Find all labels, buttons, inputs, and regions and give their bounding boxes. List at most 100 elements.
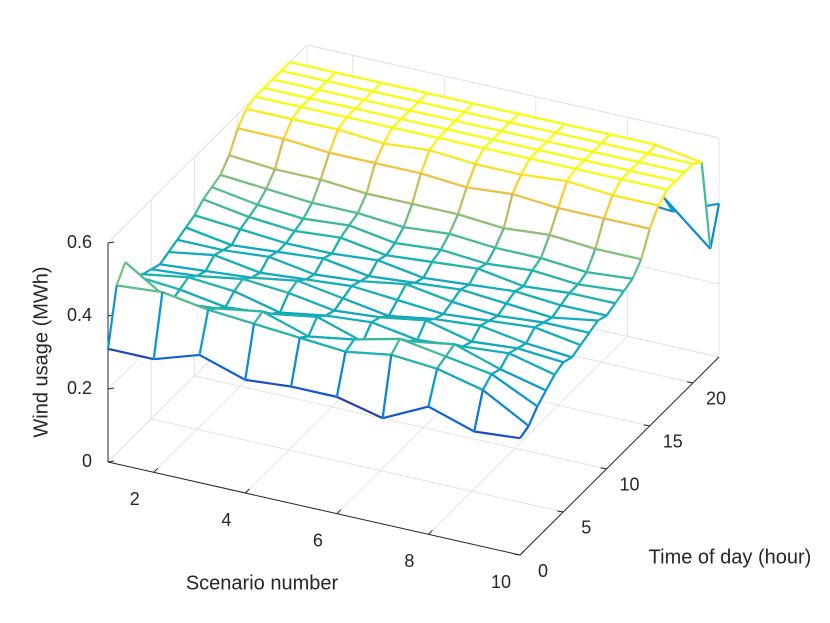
mesh-edge xyxy=(416,319,427,341)
mesh-edge xyxy=(204,254,216,272)
mesh-edge xyxy=(194,214,241,231)
mesh-edge xyxy=(569,291,616,305)
mesh-edge xyxy=(257,203,304,220)
mesh-edge xyxy=(196,274,243,281)
mesh-edge xyxy=(621,178,668,191)
mesh-edge xyxy=(371,321,418,341)
mesh-edge xyxy=(239,228,287,245)
mesh-edge xyxy=(508,352,556,376)
mesh-edge xyxy=(402,203,414,228)
mesh-edge xyxy=(265,187,313,204)
mesh-edge xyxy=(609,133,657,146)
mesh-edge xyxy=(294,229,341,239)
mesh-edge xyxy=(585,248,597,273)
mesh-edge xyxy=(348,212,359,227)
mesh-edge xyxy=(503,227,550,237)
mesh-face xyxy=(168,239,223,256)
mesh-edge xyxy=(300,105,347,119)
mesh-edge xyxy=(357,212,404,229)
mesh-edge xyxy=(431,260,478,270)
mesh-edge xyxy=(268,250,278,258)
mesh-edge xyxy=(326,71,337,82)
mesh-edge xyxy=(326,80,373,93)
mesh-edge xyxy=(568,283,579,294)
mesh-edge xyxy=(219,154,231,176)
mesh-edge xyxy=(371,82,383,93)
mesh-edge xyxy=(444,343,456,358)
mesh-edge xyxy=(477,262,488,270)
mesh-edge xyxy=(655,143,703,164)
mesh-edge xyxy=(159,251,170,265)
mesh-edge xyxy=(356,193,368,214)
mesh-edge xyxy=(287,280,299,294)
mesh-edge xyxy=(594,218,606,250)
mesh-edge xyxy=(471,340,518,350)
mesh-edge xyxy=(425,319,473,343)
mesh-face xyxy=(360,276,415,285)
mesh-edge xyxy=(106,285,118,349)
mesh-edge xyxy=(199,353,246,381)
mesh-face xyxy=(418,93,473,113)
mesh-edge xyxy=(184,214,196,229)
mesh-edge xyxy=(272,78,319,91)
mesh-edge xyxy=(525,342,573,359)
mesh-edge xyxy=(289,61,336,74)
mesh-edge xyxy=(142,273,189,279)
mesh-edge xyxy=(293,218,305,232)
mesh-edge xyxy=(522,269,534,287)
mesh-edge xyxy=(330,237,342,255)
mesh-edge xyxy=(629,169,676,183)
mesh-edge xyxy=(207,308,255,325)
mesh-edge xyxy=(674,171,686,182)
mesh-face xyxy=(242,277,298,294)
mesh-edge xyxy=(333,297,344,312)
mesh-edge xyxy=(296,279,344,300)
mesh-edge xyxy=(388,314,435,321)
mesh-face xyxy=(291,337,346,397)
mesh-edge xyxy=(213,254,261,274)
mesh-edge xyxy=(611,178,623,196)
mesh-face xyxy=(529,150,585,169)
mesh-edge xyxy=(314,273,361,283)
mesh-face xyxy=(343,286,398,317)
mesh-face xyxy=(177,227,232,251)
mesh-face xyxy=(517,343,572,363)
mesh-edge xyxy=(542,316,553,324)
mesh-edge xyxy=(397,299,444,316)
mesh-edge xyxy=(405,283,453,303)
x-axis-label: Scenario number xyxy=(186,572,339,594)
mesh-edge xyxy=(564,123,611,136)
mesh-edge xyxy=(363,90,374,101)
mesh-edge xyxy=(302,202,314,220)
y-tick-label: 10 xyxy=(620,475,640,495)
mesh-edge xyxy=(279,311,326,317)
mesh-face xyxy=(197,271,252,280)
mesh-face xyxy=(355,100,410,120)
mesh-edge xyxy=(342,297,390,318)
mesh-edge xyxy=(579,332,591,346)
mesh-face xyxy=(391,338,446,369)
mesh-face xyxy=(346,108,402,128)
mesh-edge xyxy=(663,197,712,250)
mesh-edge xyxy=(224,290,236,308)
mesh-edge xyxy=(151,268,198,278)
mesh-edge xyxy=(485,247,497,265)
tick-mark xyxy=(513,553,521,556)
mesh-edge xyxy=(646,144,657,155)
mesh-edge xyxy=(683,163,694,174)
mesh-edge xyxy=(237,127,284,140)
mesh-face xyxy=(179,277,235,308)
mesh-face xyxy=(151,264,206,276)
mesh-edge xyxy=(354,99,365,110)
mesh-edge xyxy=(494,227,505,249)
mesh-face xyxy=(595,218,650,260)
mesh-edge xyxy=(466,186,513,196)
mesh-face xyxy=(288,280,344,311)
mesh-edge xyxy=(448,213,460,235)
mesh-edge xyxy=(411,202,459,216)
mesh-face xyxy=(489,315,544,328)
mesh-edge xyxy=(309,97,356,110)
mesh-edge xyxy=(600,133,611,144)
mesh-face xyxy=(508,348,564,375)
mesh-edge xyxy=(248,204,259,218)
